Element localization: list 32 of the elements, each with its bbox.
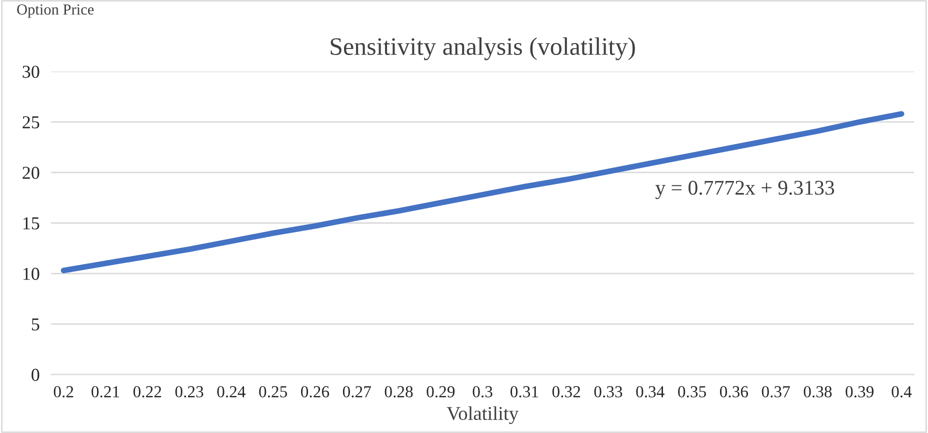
x-tick-label: 0.36 xyxy=(720,386,748,398)
x-tick-label: 0.37 xyxy=(762,386,790,398)
y-tick-label: 25 xyxy=(22,116,40,128)
y-tick-label: 5 xyxy=(32,318,40,330)
x-tick-label: 0.34 xyxy=(636,386,664,398)
x-tick-label: 0.25 xyxy=(259,386,288,398)
y-tick-label: 10 xyxy=(23,268,40,280)
x-axis-title: Volatility xyxy=(446,406,518,424)
x-tick-label: 0.33 xyxy=(594,386,622,398)
y-axis-title: Option Price xyxy=(17,4,94,18)
y-tick-label: 0 xyxy=(32,368,40,381)
y-tick-label: 15 xyxy=(23,217,40,230)
x-tick-label: 0.39 xyxy=(846,386,874,398)
x-tick-label: 0.21 xyxy=(92,386,120,398)
x-tick-label: 0.31 xyxy=(510,386,538,398)
x-tick-label: 0.27 xyxy=(342,386,371,398)
y-tick-label: 20 xyxy=(22,166,40,179)
x-tick-label: 0.24 xyxy=(217,386,246,398)
y-tick-label: 30 xyxy=(22,66,40,78)
x-tick-label: 0.38 xyxy=(804,386,832,398)
x-tick-label: 0.32 xyxy=(552,386,580,398)
x-tick-label: 0.35 xyxy=(678,386,706,398)
x-tick-label: 0.23 xyxy=(175,386,204,398)
x-tick-label: 0.3 xyxy=(472,386,492,398)
annotation: y = 0.7772x + 9.3133 xyxy=(655,180,834,200)
x-tick-label: 0.26 xyxy=(301,386,330,398)
x-tick-label: 0.2 xyxy=(54,386,74,398)
x-tick-label: 0.4 xyxy=(892,386,912,398)
chart-title: Sensitivity analysis (volatility) xyxy=(330,37,635,60)
x-tick-label: 0.22 xyxy=(133,386,162,398)
x-tick-label: 0.28 xyxy=(384,386,413,398)
x-tick-label: 0.29 xyxy=(426,386,455,398)
